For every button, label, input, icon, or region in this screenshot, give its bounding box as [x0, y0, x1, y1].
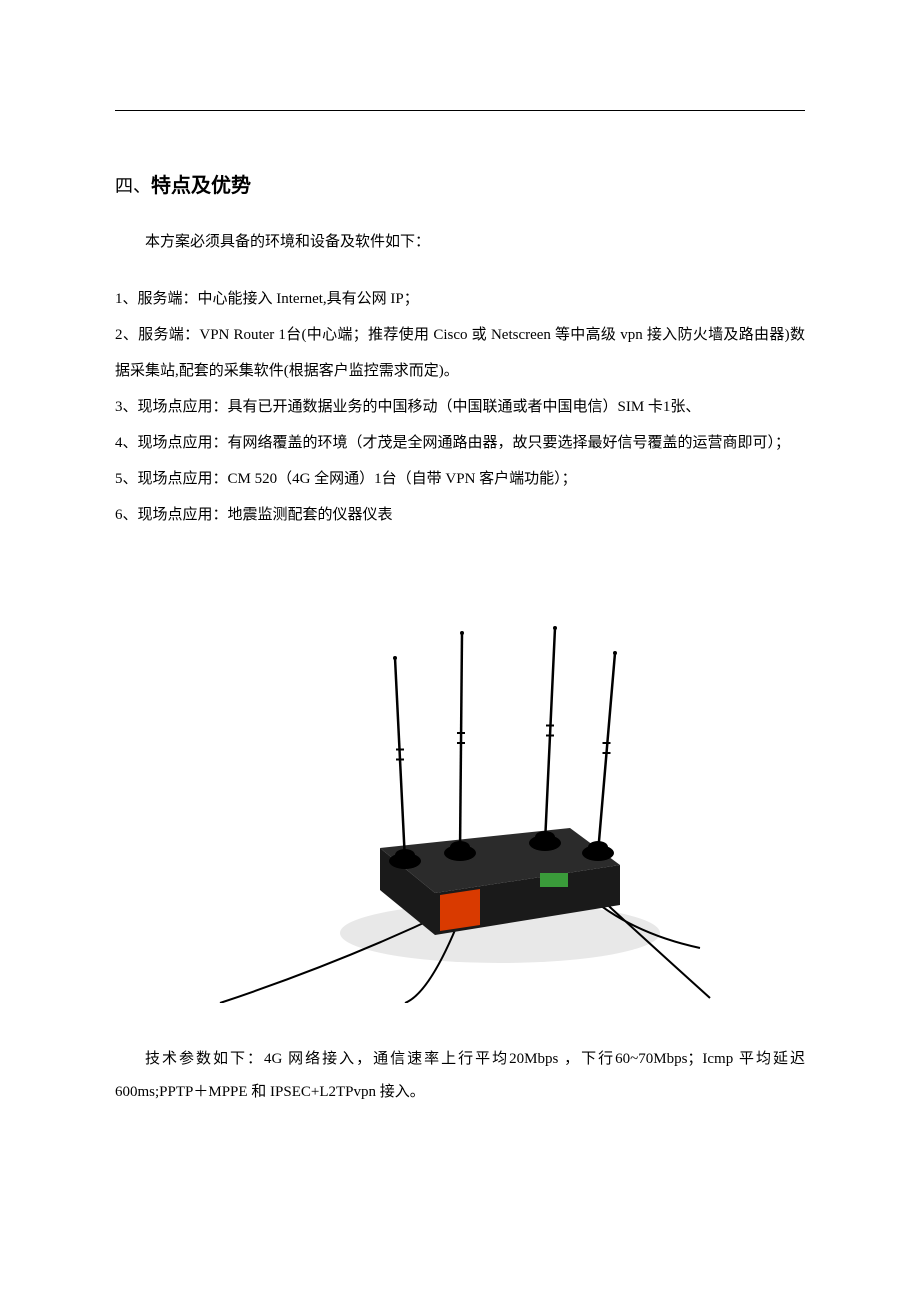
- list-item: 1、服务端：中心能接入 Internet,具有公网 IP；: [115, 281, 805, 317]
- list-item: 4、现场点应用：有网络覆盖的环境（才茂是全网通路由器，故只要选择最好信号覆盖的运…: [115, 425, 805, 461]
- list-item: 2、服务端：VPN Router 1台(中心端；推荐使用 Cisco 或 Net…: [115, 317, 805, 389]
- header-rule: [115, 110, 805, 111]
- list-item: 3、现场点应用：具有已开通数据业务的中国移动（中国联通或者中国电信）SIM 卡1…: [115, 389, 805, 425]
- list-item: 5、现场点应用：CM 520（4G 全网通）1台（自带 VPN 客户端功能）；: [115, 461, 805, 497]
- heading-title: 特点及优势: [151, 175, 251, 197]
- tech-spec-paragraph: 技术参数如下：4G 网络接入，通信速率上行平均20Mbps ，下行60~70Mb…: [115, 1043, 805, 1109]
- product-figure: [115, 603, 805, 1003]
- intro-paragraph: 本方案必须具备的环境和设备及软件如下：: [115, 226, 805, 259]
- section-heading: 四、特点及优势: [115, 169, 805, 198]
- heading-prefix: 四、: [115, 176, 151, 196]
- router-illustration: [200, 603, 720, 1003]
- list-item: 6、现场点应用：地震监测配套的仪器仪表: [115, 497, 805, 533]
- requirements-list: 1、服务端：中心能接入 Internet,具有公网 IP； 2、服务端：VPN …: [115, 281, 805, 533]
